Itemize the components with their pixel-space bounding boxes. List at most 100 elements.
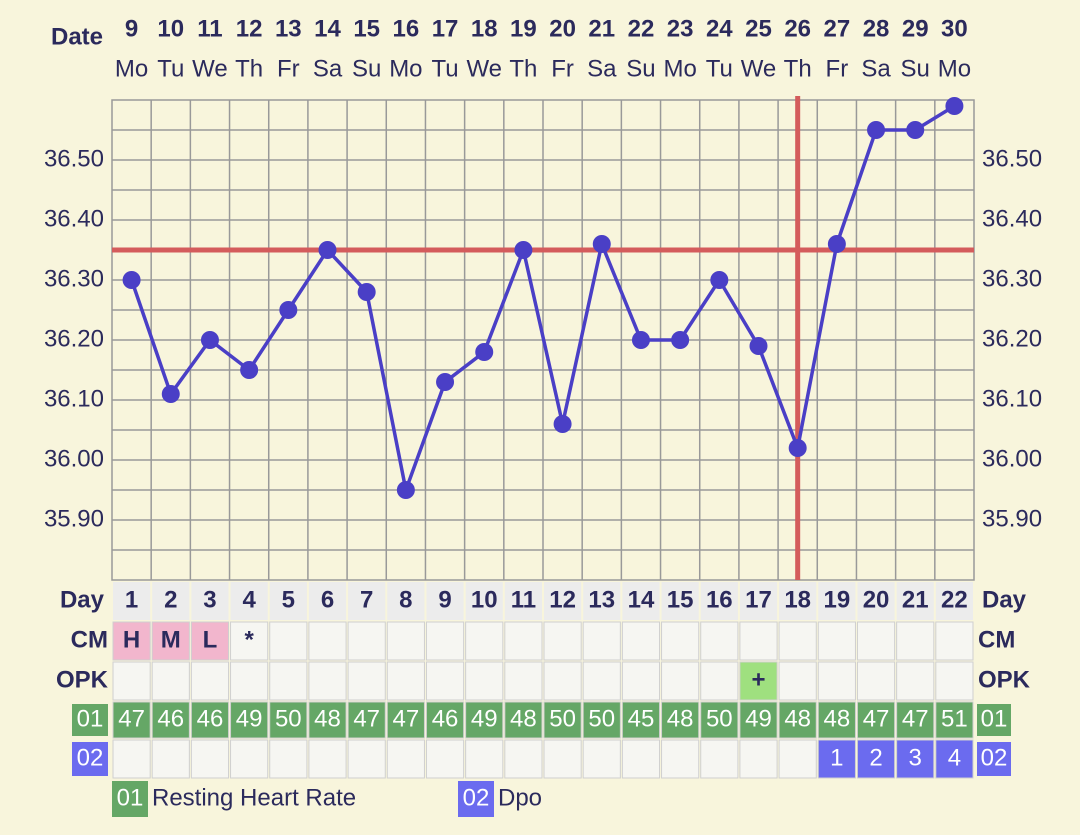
cell-value: * <box>244 626 254 653</box>
weekday-label: Mo <box>663 55 696 82</box>
table-cell <box>348 582 386 620</box>
y-tick-label-right: 35.90 <box>982 505 1042 532</box>
day-number: 12 <box>549 586 576 613</box>
row-label-right: CM <box>978 626 1015 653</box>
table-cell <box>230 661 269 701</box>
table-cell <box>347 739 386 779</box>
temperature-point <box>671 331 690 349</box>
cell-value: 51 <box>941 705 968 732</box>
table-cell <box>425 739 465 779</box>
day-number: 6 <box>321 586 334 613</box>
temperature-point <box>357 283 376 301</box>
row-label: 01 <box>77 705 104 732</box>
date-label: 26 <box>784 15 811 42</box>
table-cell <box>935 582 973 620</box>
table-cell <box>778 661 817 701</box>
table-cell <box>896 739 935 779</box>
table-cell <box>425 661 465 701</box>
table-cell <box>778 701 817 739</box>
cell-value: 49 <box>745 705 772 732</box>
legend-swatch <box>458 781 494 817</box>
cell-value: 46 <box>432 705 459 732</box>
table-cell <box>269 582 307 620</box>
temperature-point <box>827 235 846 253</box>
table-cell <box>308 582 347 620</box>
temperature-point <box>553 415 572 433</box>
date-label: 11 <box>197 15 222 42</box>
table-cell <box>190 739 230 779</box>
y-tick-label: 35.90 <box>44 505 104 532</box>
table-cell <box>504 739 543 779</box>
y-tick-label: 36.30 <box>44 265 104 292</box>
cell-value: 50 <box>706 705 733 732</box>
day-number: 17 <box>745 586 772 613</box>
table-cell <box>582 701 621 739</box>
table-cell <box>504 621 543 661</box>
date-label: 13 <box>275 15 302 42</box>
table-cell <box>386 739 425 779</box>
table-cell <box>661 621 700 661</box>
cell-value: 46 <box>197 705 224 732</box>
table-cell <box>857 582 895 620</box>
date-label: 15 <box>353 15 380 42</box>
y-tick-label: 36.00 <box>44 445 104 472</box>
y-tick-label: 36.40 <box>44 205 104 232</box>
table-cell <box>856 701 896 739</box>
temperature-point <box>200 331 219 349</box>
table-cell <box>113 582 151 620</box>
cell-value: 48 <box>314 705 341 732</box>
table-cell <box>112 621 151 661</box>
table-cell <box>465 739 504 779</box>
table-cell <box>700 701 739 739</box>
date-label: 28 <box>863 15 890 42</box>
y-tick-label: 36.20 <box>44 325 104 352</box>
date-label: 9 <box>125 15 138 42</box>
day-number: 15 <box>667 586 694 613</box>
date-label: 25 <box>745 15 772 42</box>
row-label-right: 02 <box>981 744 1008 771</box>
cell-value: + <box>751 666 765 693</box>
row-label-right: 01 <box>981 705 1008 732</box>
table-cell <box>269 739 308 779</box>
table-cell <box>621 739 661 779</box>
table-cell <box>543 701 582 739</box>
table-cell <box>190 701 230 739</box>
cell-value: 48 <box>667 705 694 732</box>
y-tick-label-right: 36.30 <box>982 265 1042 292</box>
day-number: 19 <box>824 586 851 613</box>
cell-value: 47 <box>863 705 890 732</box>
row-label: 02 <box>77 744 104 771</box>
table-cell <box>621 661 661 701</box>
table-cell <box>347 701 386 739</box>
weekday-label: Tu <box>431 55 458 82</box>
table-cell <box>739 739 778 779</box>
temperature-point <box>710 271 729 289</box>
temperature-point <box>122 271 141 289</box>
day-number: 22 <box>941 586 968 613</box>
table-cell <box>230 739 269 779</box>
table-cell <box>583 582 621 620</box>
table-cell <box>426 582 464 620</box>
table-cell <box>465 661 504 701</box>
day-number: 4 <box>242 586 256 613</box>
table-cell <box>386 661 425 701</box>
table-cell <box>896 661 935 701</box>
legend-label: Resting Heart Rate <box>152 784 356 811</box>
weekday-label: Fr <box>277 55 300 82</box>
date-label: 24 <box>706 15 733 42</box>
x-axis-label: Date <box>51 23 103 50</box>
table-cell <box>817 661 856 701</box>
table-cell <box>230 582 268 620</box>
table-cell <box>152 582 190 620</box>
date-label: 30 <box>941 15 968 42</box>
table-cell <box>112 701 151 739</box>
cell-value: 48 <box>510 705 537 732</box>
weekday-label: We <box>466 55 502 82</box>
table-cell <box>817 701 856 739</box>
date-label: 14 <box>314 15 341 42</box>
temperature-point <box>475 343 494 361</box>
table-cell <box>425 621 465 661</box>
table-cell <box>739 621 778 661</box>
table-cell <box>700 582 738 620</box>
cell-value: 50 <box>549 705 576 732</box>
